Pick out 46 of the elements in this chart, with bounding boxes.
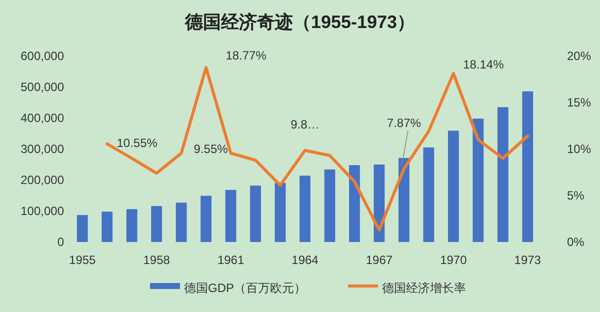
y-tick-label: 300,000 [20, 142, 64, 156]
y-tick-label: 600,000 [20, 49, 64, 63]
x-tick-label: 1961 [217, 253, 244, 267]
bar [76, 215, 88, 242]
bar [349, 165, 360, 242]
bar [448, 130, 459, 242]
bar [200, 196, 212, 242]
bar [497, 107, 508, 242]
y2-tick-label: 20% [567, 49, 592, 63]
legend-label: 德国经济增长率 [382, 281, 466, 295]
x-tick-label: 1955 [69, 253, 96, 267]
data-label: 7.87% [386, 116, 422, 130]
x-tick-label: 1964 [292, 253, 319, 267]
bar [225, 190, 236, 242]
y2-tick-label: 10% [567, 142, 592, 156]
bar [522, 91, 534, 242]
bar [274, 182, 286, 242]
data-label: 18.14% [463, 57, 504, 72]
y-tick-label: 0 [57, 235, 64, 249]
chart-title: 德国经济奇迹（1955-1973） [184, 12, 416, 32]
bar [324, 169, 336, 242]
data-label: 18.77% [226, 48, 267, 62]
y-tick-label: 200,000 [20, 173, 64, 187]
data-label: 9.8… [290, 117, 320, 132]
y-tick-label: 100,000 [20, 204, 64, 218]
legend-label: 德国GDP（百万欧元） [184, 281, 306, 295]
x-tick-label: 1967 [366, 253, 393, 267]
data-label: 9.55% [194, 142, 228, 156]
bar [423, 147, 434, 242]
bar [250, 186, 261, 242]
bar [151, 206, 162, 242]
x-tick-label: 1970 [440, 253, 468, 267]
bar [176, 202, 187, 242]
bar [126, 209, 138, 242]
bar [398, 158, 410, 242]
bar [472, 118, 484, 242]
y-tick-label: 500,000 [20, 80, 64, 94]
data-label: 10.55% [116, 136, 158, 150]
y2-tick-label: 0% [567, 235, 585, 249]
bar [102, 212, 113, 242]
bar [300, 176, 310, 242]
y2-tick-label: 15% [567, 96, 592, 110]
x-tick-label: 1973 [514, 253, 542, 267]
x-tick-label: 1958 [143, 253, 170, 267]
y-tick-label: 400,000 [20, 111, 64, 125]
y2-tick-label: 5% [567, 188, 585, 202]
